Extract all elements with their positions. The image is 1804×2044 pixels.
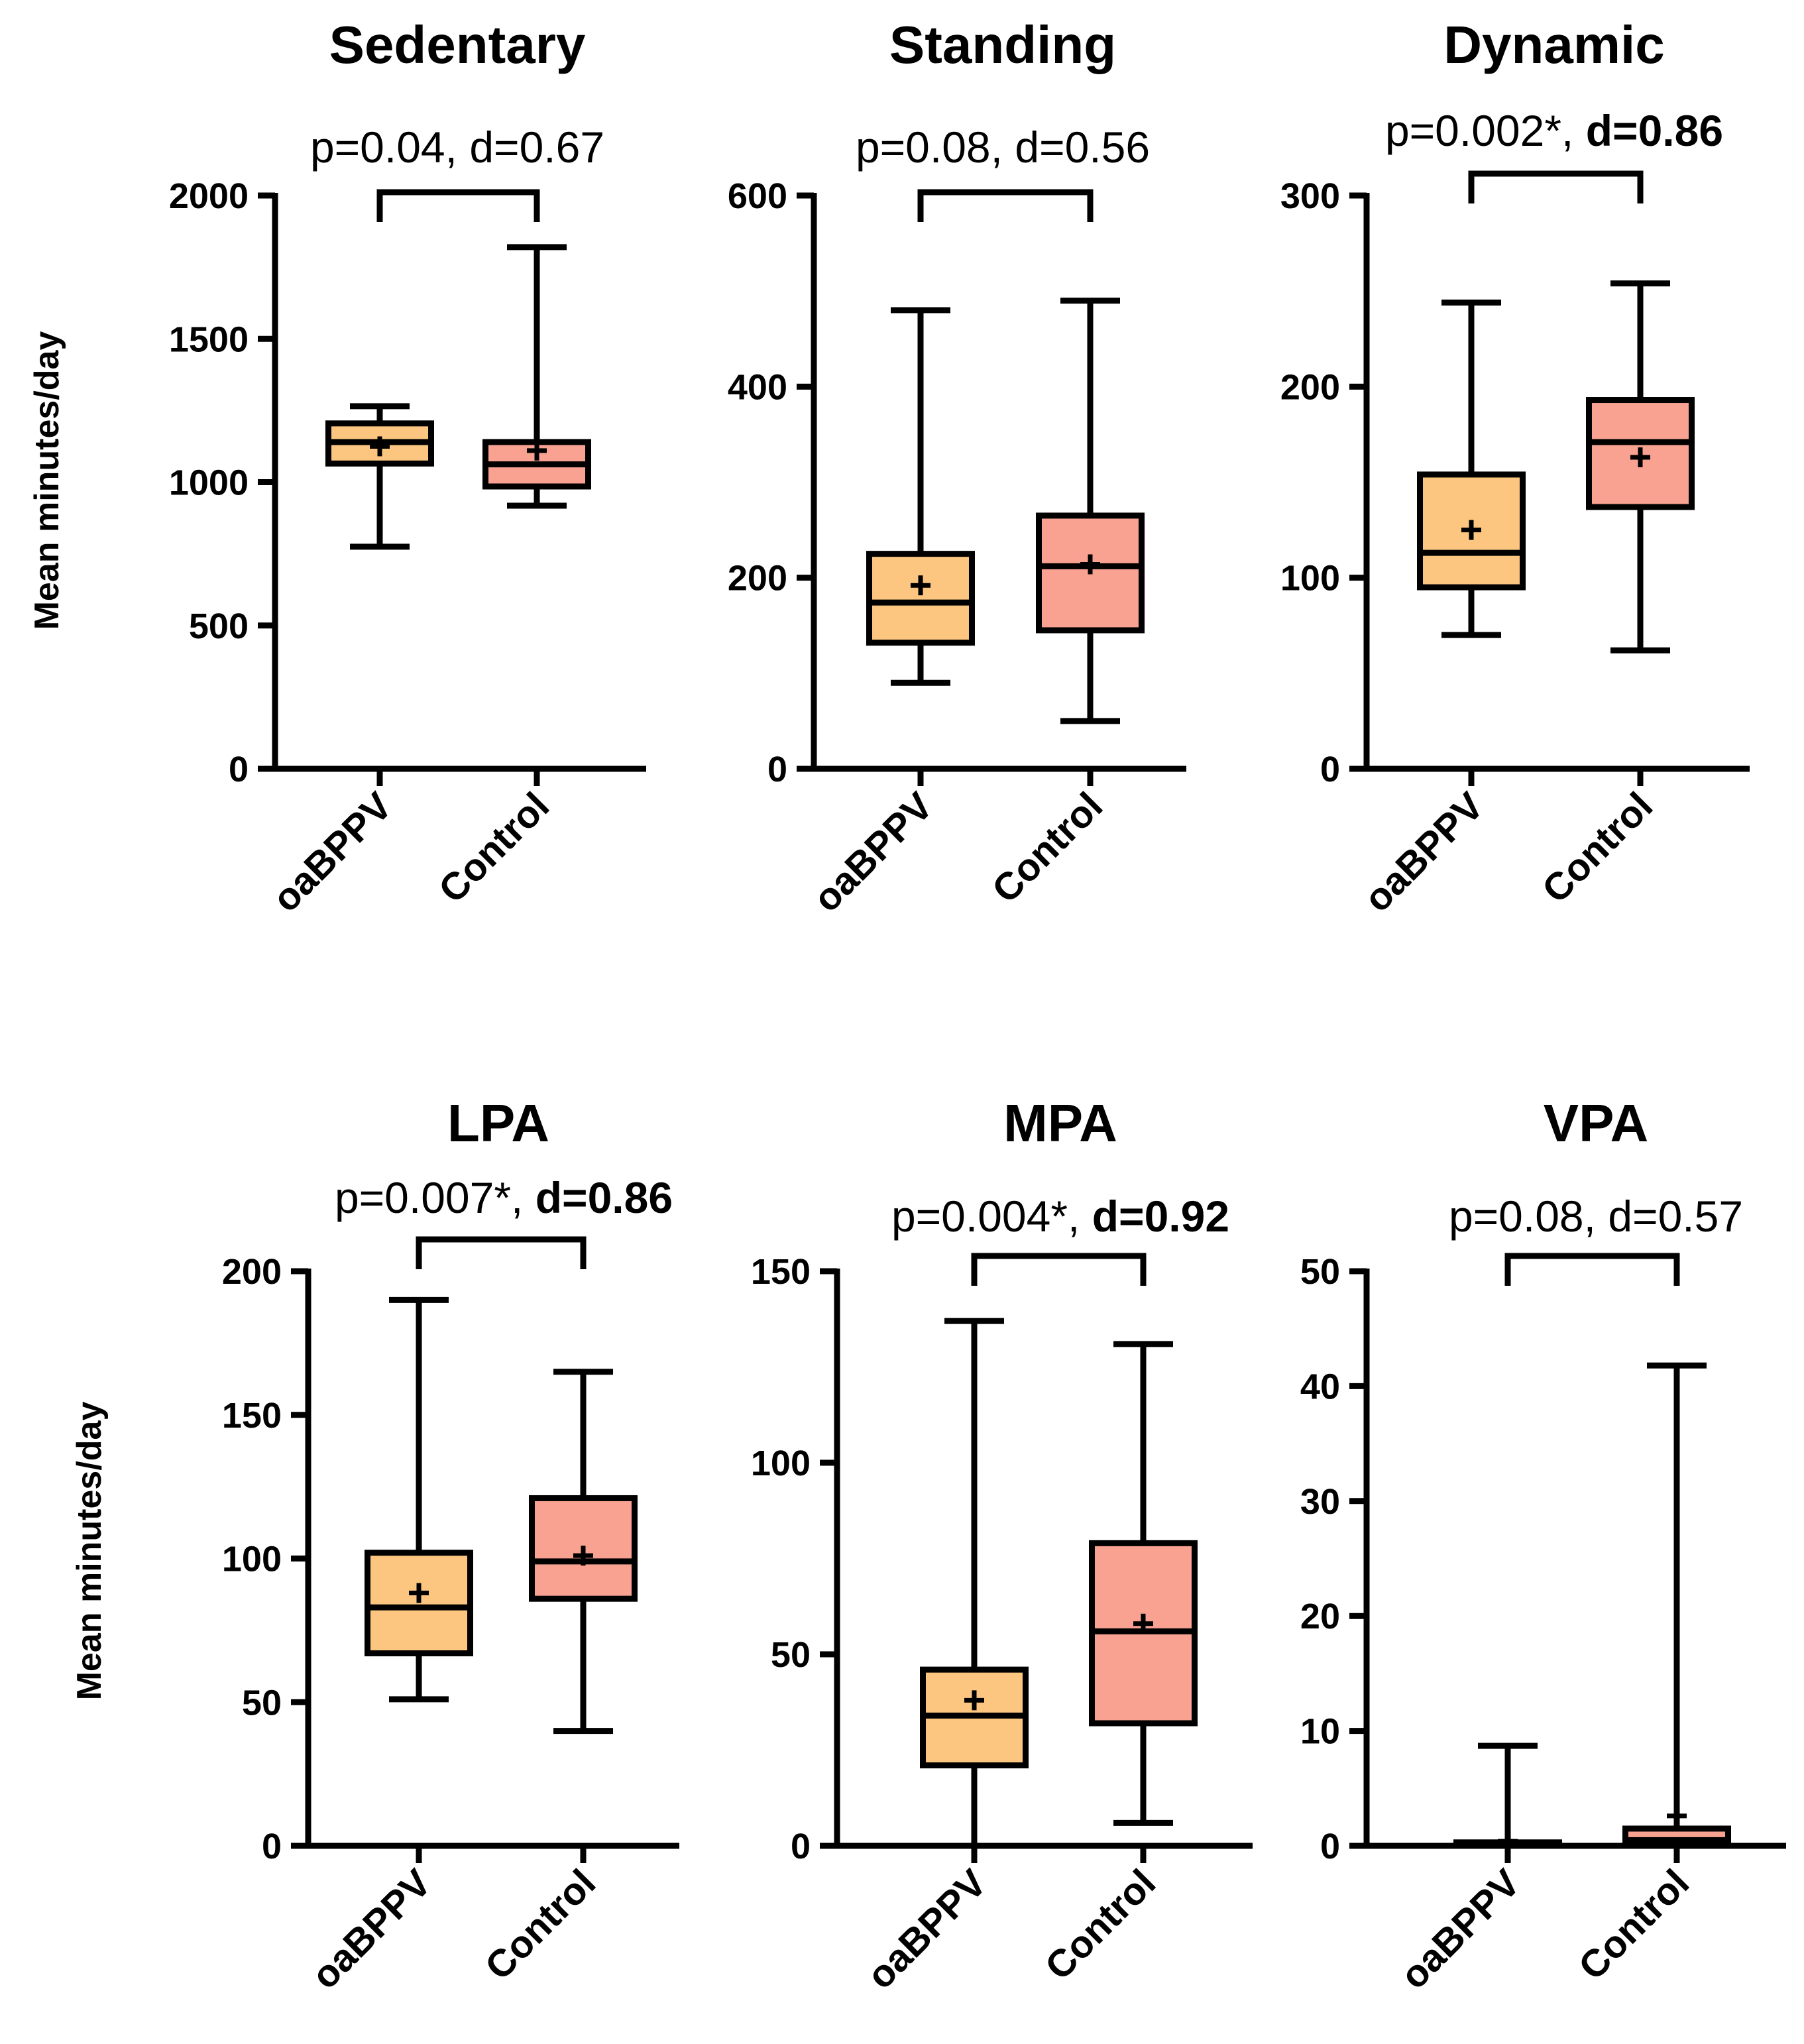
comparison-bracket (1504, 1253, 1680, 1286)
panel-vpa: VPA p=0.08, d=0.57 0 10 20 30 40 50 oaBPPV Contro… (1300, 1094, 1786, 1998)
y-tick-label: 50 (1300, 1252, 1340, 1292)
stat-annotation-standing: p=0.08, d=0.56 (856, 123, 1150, 172)
box-control (1622, 1362, 1731, 1849)
category-label-oabppv: oaBPPV (859, 1861, 995, 1998)
box-control (1586, 280, 1695, 653)
y-tick-label: 600 (728, 176, 787, 216)
iqr-box (365, 1550, 473, 1657)
stat-annotation-vpa: p=0.08, d=0.57 (1449, 1192, 1743, 1241)
chart-title-vpa: VPA (1544, 1094, 1649, 1153)
y-tick-label: 20 (1300, 1597, 1340, 1636)
y-tick-label: 100 (1280, 559, 1340, 598)
effect-size-label: d=0.86 (536, 1173, 673, 1222)
p-value-label: p=0.004*, (891, 1192, 1092, 1241)
y-tick-label: 200 (222, 1252, 282, 1292)
comparison-bracket (1468, 170, 1644, 203)
y-tick-label: 150 (751, 1252, 811, 1292)
stat-annotation-lpa: p=0.007*, d=0.86 (335, 1173, 673, 1222)
effect-size-label: d=0.56 (1015, 123, 1150, 172)
comparison-bracket (376, 189, 540, 222)
effect-size-label: d=0.92 (1092, 1192, 1229, 1241)
y-tick-label: 150 (222, 1396, 282, 1436)
box-oabppv (866, 307, 975, 686)
chart-title-lpa: LPA (447, 1094, 549, 1153)
y-tick-label: 0 (229, 750, 249, 789)
box-oabppv (365, 1296, 473, 1703)
box-control (1036, 298, 1145, 724)
box-oabppv (1417, 299, 1526, 638)
panel-standing: Standing p=0.08, d=0.56 0 200 400 600 oaBPPV Co… (728, 15, 1186, 921)
y-tick-label: 1000 (169, 463, 249, 503)
y-tick-label: 0 (791, 1827, 811, 1866)
comparison-bracket (416, 1236, 587, 1269)
y-tick-label: 40 (1300, 1367, 1340, 1406)
y-tick-label: 200 (1280, 367, 1340, 407)
y-tick-label: 100 (222, 1540, 282, 1579)
y-tick-label: 0 (262, 1827, 282, 1866)
y-tick-label: 2000 (169, 176, 249, 216)
category-label-oabppv: oaBPPV (264, 784, 401, 921)
category-label-control: Control (1534, 784, 1661, 911)
y-tick-label: 400 (728, 367, 787, 407)
y-tick-label: 0 (1320, 1827, 1340, 1866)
stat-annotation-dynamic: p=0.002*, d=0.86 (1385, 106, 1723, 155)
effect-size-label: d=0.67 (469, 123, 604, 172)
y-tick-label: 1500 (169, 319, 249, 359)
panel-mpa: MPA p=0.004*, d=0.92 0 50 100 150 oaBPPV Contro… (751, 1094, 1253, 1998)
y-tick-label: 30 (1300, 1482, 1340, 1522)
y-tick-label: 100 (751, 1444, 811, 1483)
effect-size-label: d=0.86 (1586, 106, 1723, 155)
effect-size-label: d=0.57 (1608, 1192, 1743, 1241)
category-label-oabppv: oaBPPV (1356, 784, 1493, 921)
p-value-label: p=0.007*, (335, 1173, 536, 1222)
category-label-control: Control (430, 784, 557, 911)
panel-lpa: LPA p=0.007*, d=0.86 0 50 100 150 200 Mean minu… (70, 1094, 679, 1998)
stat-annotation-mpa: p=0.004*, d=0.92 (891, 1192, 1229, 1241)
y-tick-label: 50 (771, 1635, 811, 1675)
box-oabppv (325, 403, 434, 550)
category-label-control: Control (1037, 1861, 1164, 1988)
category-label-oabppv: oaBPPV (304, 1861, 440, 1998)
category-label-oabppv: oaBPPV (805, 784, 942, 921)
y-tick-label: 300 (1280, 176, 1340, 216)
box-control (529, 1369, 638, 1734)
chart-title-sedentary: Sedentary (329, 15, 586, 74)
box-control (1089, 1341, 1198, 1826)
chart-title-dynamic: Dynamic (1443, 15, 1664, 74)
y-tick-label: 200 (728, 559, 787, 598)
y-tick-label: 50 (242, 1683, 282, 1723)
box-oabppv (1453, 1742, 1562, 1852)
y-tick-label: 500 (189, 606, 249, 646)
y-axis-label: Mean minutes/day (28, 331, 66, 630)
p-value-label: p=0.002*, (1385, 106, 1586, 155)
box-control (482, 244, 591, 509)
p-value-label: p=0.08, (856, 123, 1015, 172)
comparison-bracket (917, 189, 1094, 222)
y-tick-label: 10 (1300, 1712, 1340, 1752)
chart-title-mpa: MPA (1003, 1094, 1117, 1153)
chart-title-standing: Standing (889, 15, 1116, 74)
category-label-control: Control (1570, 1861, 1697, 1988)
y-tick-label: 0 (767, 750, 787, 789)
box-oabppv (920, 1318, 1029, 1849)
p-value-label: p=0.08, (1449, 1192, 1608, 1241)
y-axis-label: Mean minutes/day (70, 1402, 109, 1701)
stat-annotation-sedentary: p=0.04, d=0.67 (310, 123, 604, 172)
y-tick-label: 0 (1320, 750, 1340, 789)
category-label-control: Control (477, 1861, 604, 1988)
p-value-label: p=0.04, (310, 123, 469, 172)
category-label-oabppv: oaBPPV (1392, 1861, 1529, 1998)
category-label-control: Control (984, 784, 1111, 911)
panel-dynamic: Dynamic p=0.002*, d=0.86 0 100 200 300 oaBPPV C… (1280, 15, 1750, 921)
iqr-box (866, 551, 975, 646)
panel-sedentary: Sedentary p=0.04, d=0.67 0 500 1000 1500 2000 M… (28, 15, 646, 921)
comparison-bracket (971, 1253, 1147, 1286)
